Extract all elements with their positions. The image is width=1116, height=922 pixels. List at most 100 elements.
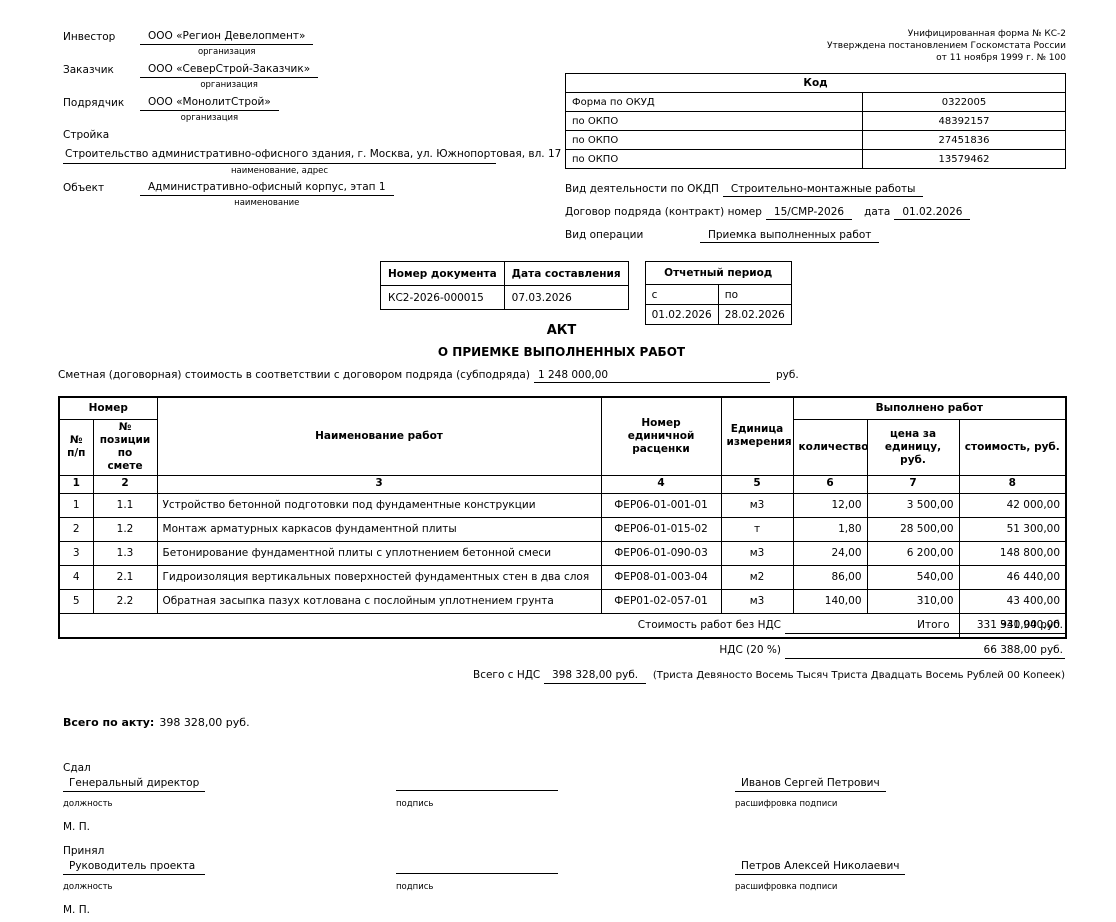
estimate-label: Сметная (договорная) стоимость в соответ… [58,369,530,381]
contractor-caption: организация [180,113,239,123]
cell-price: 6 200,00 [866,540,960,566]
cell-rate: ФЕР06-01-015-02 [600,516,722,542]
cell-cost: 46 440,00 [958,564,1067,590]
table-row: 3 1.3 Бетонирование фундаментной плиты с… [58,540,1067,566]
investor-value: ООО «Регион Девелопмент» [140,30,314,45]
act-total-label: Всего по акту: [63,716,155,729]
doc-date-value: 07.03.2026 [503,285,629,310]
total-with-vat-row: Всего с НДС 398 328,00 руб. (Триста Девя… [58,669,1065,684]
cell-rate: ФЕР01-02-057-01 [600,588,722,614]
sig-name-caption: расшифровка подписи [735,799,838,809]
contract-label: Договор подряда (контракт) номер [565,206,762,218]
form-line-2: Утверждена постановлением Госкомстата Ро… [827,41,1066,51]
period-from-value: 01.02.2026 [644,304,719,325]
form-line-3: от 11 ноября 1999 г. № 100 [936,53,1066,63]
header-qty: количество [792,419,868,476]
without-vat-label: Стоимость работ без НДС [637,619,781,631]
cell-work-name: Устройство бетонной подготовки под фунда… [156,492,602,518]
code-row-label: по ОКПО [565,149,863,169]
parties-block: Инвестор ООО «Регион Девелопмент» органи… [63,30,561,214]
sig-name-caption: расшифровка подписи [735,882,838,892]
header-done-group: Выполнено работ [792,396,1067,420]
period-to-label: по [717,284,792,305]
code-table: Код Форма по ОКУД 0322005 по ОКПО 483921… [565,73,1066,169]
contract-date-value: 01.02.2026 [894,206,971,220]
doc-info-block: Номер документа Дата составления КС2-202… [380,261,792,325]
sig-name: Иванов Сергей Петрович [735,777,886,792]
cell-position: 1.1 [92,492,158,518]
cell-npp: 2 [58,516,94,542]
cell-unit: м3 [720,492,794,518]
object-field: Объект Административно-офисный корпус, э… [63,181,496,208]
works-header-sub-row: № п/п № позиции по смете количество цена… [58,419,1067,476]
doc-date-header: Дата составления [503,261,629,286]
table-row: КС2-2026-000015 07.03.2026 [380,285,629,310]
investor-caption: организация [197,47,256,57]
table-row: по ОКПО 13579462 [565,149,1066,169]
vat-row: НДС (20 %) 66 388,00 руб. [58,644,1065,659]
sig-role: Сдал [63,762,91,774]
table-row: Номер документа Дата составления [380,261,629,286]
cell-cost: 148 800,00 [958,540,1067,566]
cell-npp: 5 [58,588,94,614]
works-header-numbers-row: 1 2 3 4 5 6 7 8 [58,474,1067,494]
sig-position-caption: должность [63,882,113,892]
totals-block: Стоимость работ без НДС 331 940,00 руб. … [58,619,1065,684]
cell-unit: м3 [720,540,794,566]
works-table: Номер Наименование работ Номер единичной… [58,396,1068,639]
col-number: 7 [866,474,960,494]
cell-qty: 140,00 [792,588,868,614]
customer-label: Заказчик [63,64,114,76]
cell-work-name: Обратная засыпка пазух котлована с посло… [156,588,602,614]
total-label: Итого [58,612,960,638]
code-table-title: Код [565,73,1066,93]
cell-position: 1.2 [92,516,158,542]
table-row: Форма по ОКУД 0322005 [565,92,1066,112]
contract-date-label: дата [864,206,891,218]
cell-position: 2.1 [92,564,158,590]
code-row-value: 27451836 [862,130,1066,150]
sig-position-caption: должность [63,799,113,809]
form-info-block: Унифицированная форма № КС-2 Утверждена … [565,28,1066,243]
with-vat-value: 398 328,00 руб. [544,669,646,684]
sig-sign-caption: подпись [396,799,434,809]
contractor-label: Подрядчик [63,97,125,109]
sig-sign-caption: подпись [396,882,434,892]
construction-label: Стройка [63,129,110,141]
doc-number-table: Номер документа Дата составления КС2-202… [380,261,629,310]
investor-label: Инвестор [63,31,116,43]
cell-work-name: Монтаж арматурных каркасов фундаментной … [156,516,602,542]
object-label: Объект [63,182,105,194]
cell-price: 3 500,00 [866,492,960,518]
table-row: 2 1.2 Монтаж арматурных каркасов фундаме… [58,516,1067,542]
cell-qty: 86,00 [792,564,868,590]
header-rate-number: Номер единичной расценки [600,396,722,476]
table-row: по ОКПО 48392157 [565,111,1066,131]
table-row: 01.02.2026 28.02.2026 [644,304,792,325]
activity-field: Вид деятельности по ОКДП Строительно-мон… [565,183,1066,197]
table-row: 5 2.2 Обратная засыпка пазух котлована с… [58,588,1067,614]
code-row-label: по ОКПО [565,130,863,150]
document-title: АКТ О ПРИЕМКЕ ВЫПОЛНЕННЫХ РАБОТ [58,323,1065,359]
col-number: 5 [720,474,794,494]
cell-unit: м3 [720,588,794,614]
code-row-value: 0322005 [862,92,1066,112]
act-total-line: Всего по акту: 398 328,00 руб. [63,716,250,729]
cell-qty: 12,00 [792,492,868,518]
signature-block-handed-over: Сдал Генеральный директор должность подп… [63,762,1053,842]
contractor-value: ООО «МонолитСтрой» [140,96,279,111]
act-total-value: 398 328,00 руб. [159,716,250,729]
col-number: 3 [156,474,602,494]
code-table-header-row: Код [565,73,1066,93]
code-row-value: 13579462 [862,149,1066,169]
contract-number-value: 15/СМР-2026 [765,206,853,220]
code-row-label: по ОКПО [565,111,863,131]
header-price: цена за единицу, руб. [866,419,960,476]
period-header: Отчетный период [644,261,792,285]
customer-field: Заказчик ООО «СеверСтрой-Заказчик» орган… [63,63,496,90]
cell-work-name: Бетонирование фундаментной плиты с уплот… [156,540,602,566]
cell-position: 2.2 [92,588,158,614]
vat-value: 66 388,00 руб. [785,644,1065,659]
cell-cost: 51 300,00 [958,516,1067,542]
